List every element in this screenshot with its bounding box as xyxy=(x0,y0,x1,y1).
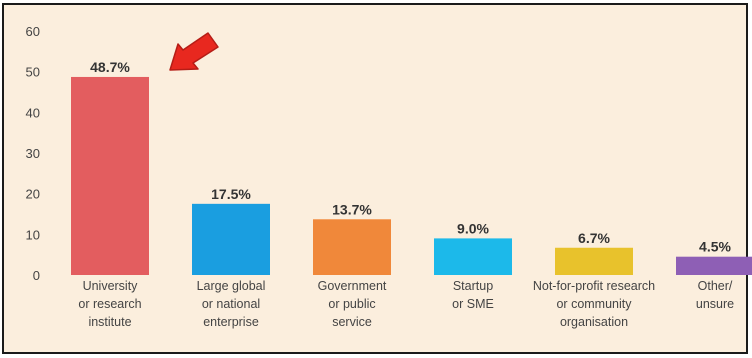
data-label: 6.7% xyxy=(578,230,610,246)
data-label: 4.5% xyxy=(699,239,731,255)
category-label-line: Startup xyxy=(453,279,493,293)
y-tick-label: 60 xyxy=(26,24,40,39)
category-label: Government or public service xyxy=(318,279,387,329)
bar xyxy=(555,247,633,275)
category-label: University or research institute xyxy=(78,279,141,329)
category-label-line: or national xyxy=(202,297,260,311)
category-label-line: enterprise xyxy=(203,315,259,329)
bar xyxy=(676,256,752,275)
bar xyxy=(71,76,149,275)
y-tick-label: 50 xyxy=(26,65,40,80)
data-label: 9.0% xyxy=(457,220,489,236)
category-label: Large global or national enterprise xyxy=(197,279,266,329)
y-tick-label: 40 xyxy=(26,105,40,120)
category-label-line: or public xyxy=(328,297,375,311)
bar xyxy=(313,219,391,275)
bar xyxy=(192,203,270,275)
y-axis: 0 10 20 30 40 50 60 xyxy=(26,24,40,283)
y-tick-label: 10 xyxy=(26,227,40,242)
category-label-line: Large global xyxy=(197,279,266,293)
data-label: 13.7% xyxy=(332,201,372,217)
data-label: 48.7% xyxy=(90,59,130,75)
annotation xyxy=(169,32,219,71)
category-labels: University or research institute Large glob… xyxy=(78,279,734,329)
category-label-line: Not-for-profit research xyxy=(533,279,655,293)
category-label-line: institute xyxy=(88,315,131,329)
category-label-line: service xyxy=(332,315,372,329)
data-label: 17.5% xyxy=(211,186,251,202)
category-label-line: or SME xyxy=(452,297,494,311)
red-arrow-icon xyxy=(169,32,219,71)
bars xyxy=(71,76,752,275)
category-label-line: unsure xyxy=(696,297,734,311)
category-label-line: Government xyxy=(318,279,387,293)
data-labels: 48.7% 17.5% 13.7% 9.0% 6.7% 4.5% xyxy=(90,59,731,255)
category-label-line: or community xyxy=(556,297,632,311)
category-label: Startup or SME xyxy=(452,279,494,311)
category-label-line: organisation xyxy=(560,315,628,329)
y-tick-label: 0 xyxy=(33,268,40,283)
category-label-line: Other/ xyxy=(698,279,733,293)
y-tick-label: 30 xyxy=(26,146,40,161)
bar xyxy=(434,238,512,275)
category-label-line: University xyxy=(83,279,139,293)
category-label: Not-for-profit research or community organ… xyxy=(533,279,655,329)
category-label: Other/unsure xyxy=(696,279,734,311)
y-tick-label: 20 xyxy=(26,187,40,202)
category-label-line: or research xyxy=(78,297,141,311)
